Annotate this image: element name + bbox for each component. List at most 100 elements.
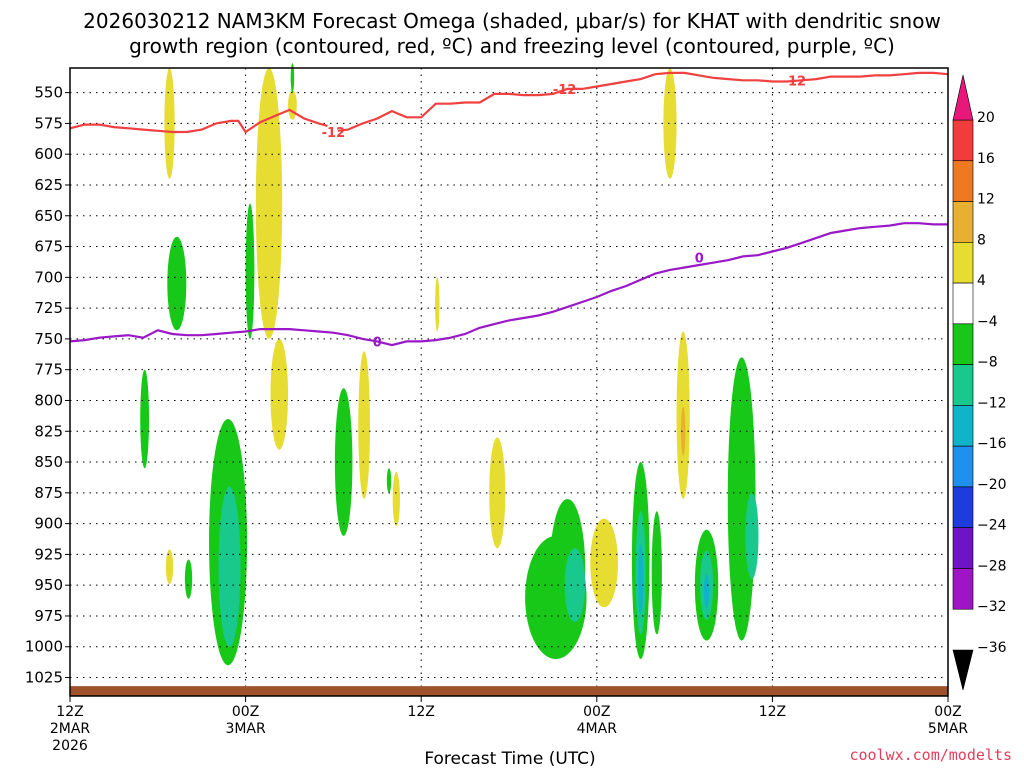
x-tick-label-36-1: 4MAR — [577, 721, 618, 737]
colorbar-tick-2: 12 — [977, 192, 995, 208]
y-tick-label-875: 875 — [34, 484, 63, 502]
y-tick-label-800: 800 — [34, 391, 63, 409]
y-tick-label-775: 775 — [34, 361, 63, 379]
y-tick-label-675: 675 — [34, 238, 63, 256]
y-tick-label-700: 700 — [34, 268, 63, 286]
colorbar-cap-top — [952, 74, 974, 121]
omega-region-0 — [164, 68, 175, 179]
y-tick-label-600: 600 — [34, 145, 63, 163]
colorbar-tick-5: −4 — [977, 314, 998, 330]
colorbar-tick-0: 20 — [977, 110, 995, 126]
contour-0-label-2: -12 — [783, 74, 807, 89]
contour-1-label-0: 0 — [373, 335, 382, 350]
colorbar-cap-bottom — [952, 649, 974, 691]
colorbar-tick-10: −24 — [977, 518, 1007, 534]
x-tick-label-60-0: 00Z — [934, 704, 961, 720]
plot-area: -12 -12 -12 0 0 — [69, 63, 949, 697]
y-tick-label-825: 825 — [34, 422, 63, 440]
contour-0-segment-1 — [337, 71, 949, 132]
y-tick-label-850: 850 — [34, 453, 63, 471]
colorbar-bin-10 — [952, 486, 974, 528]
x-tick-label-12-0: 00Z — [232, 704, 259, 720]
colorbar-tick-12: −32 — [977, 599, 1007, 615]
y-tick-label-575: 575 — [34, 114, 63, 132]
omega-region-27 — [218, 486, 241, 647]
y-tick-label-975: 975 — [34, 607, 63, 625]
omega-region-14 — [167, 236, 187, 331]
x-tick-label-36-0: 00Z — [583, 704, 610, 720]
ground-layer — [70, 686, 948, 696]
x-tick-label-24-0: 12Z — [407, 704, 434, 720]
plot-background — [70, 68, 948, 696]
omega-region-6 — [435, 277, 440, 332]
colorbar-bin-9 — [952, 445, 974, 488]
x-axis-label: Forecast Time (UTC) — [424, 749, 595, 768]
colorbar-tick-6: −8 — [977, 355, 998, 371]
omega-region-12 — [680, 406, 686, 456]
colorbar-bin-7 — [952, 364, 974, 406]
colorbar-tick-3: 8 — [977, 232, 986, 248]
y-axis-pressure: 550 575 600 625 650 675 700 725 750 775 800 825 850 8… — [25, 84, 70, 687]
omega-region-33 — [703, 574, 710, 609]
omega-region-11 — [165, 549, 174, 584]
colorbar-bin-4 — [952, 242, 974, 284]
x-tick-label-0-1: 2MAR — [50, 721, 91, 737]
plot-frame — [69, 67, 949, 697]
y-tick-label-1000: 1000 — [25, 638, 63, 656]
x-tick-label-60-1: 5MAR — [928, 721, 969, 737]
chart-title-line-2: growth region (contoured, red, ºC) and f… — [129, 34, 895, 58]
chart-title-line-1: 2026030212 NAM3KM Forecast Omega (shaded… — [83, 9, 941, 33]
omega-region-15 — [184, 559, 193, 599]
y-tick-label-900: 900 — [34, 515, 63, 533]
colorbar-bin-8 — [952, 405, 974, 447]
colorbar-tick-11: −28 — [977, 558, 1007, 574]
omega-region-20 — [386, 468, 392, 493]
omega-region-5 — [392, 471, 400, 527]
colorbar-bin-5 — [952, 282, 974, 325]
x-tick-label-48-0: 12Z — [759, 704, 786, 720]
omega-region-13 — [140, 369, 150, 469]
colorbar-bin-3 — [952, 201, 974, 243]
colorbar-bin-1 — [952, 119, 974, 162]
omega-region-4 — [358, 351, 370, 499]
colorbar-tick-1: 16 — [977, 151, 995, 167]
colorbar-bin-6 — [952, 323, 974, 365]
grid-lines — [70, 68, 948, 696]
y-tick-label-925: 925 — [34, 545, 63, 563]
y-tick-label-950: 950 — [34, 576, 63, 594]
contour-0-segment-0 — [69, 108, 328, 134]
contour-1-label-1: 0 — [695, 252, 704, 267]
colorbar-tick-7: −12 — [977, 395, 1007, 411]
colorbar-tick-4: 4 — [977, 273, 986, 289]
omega-region-1 — [255, 68, 283, 339]
y-tick-label-725: 725 — [34, 299, 63, 317]
omega-region-18 — [290, 63, 295, 93]
y-tick-label-1025: 1025 — [25, 669, 63, 687]
credit-text: coolwx.com/modelts — [849, 746, 1012, 764]
y-tick-label-750: 750 — [34, 330, 63, 348]
omega-region-8 — [590, 518, 619, 608]
omega-region-24 — [651, 511, 662, 635]
omega-region-9 — [663, 68, 677, 179]
x-tick-label-0-2: 2026 — [52, 738, 88, 754]
colorbar-bin-11 — [952, 527, 974, 569]
omega-region-32 — [638, 544, 644, 614]
y-tick-label-650: 650 — [34, 207, 63, 225]
contour-0-label-0: -12 — [322, 126, 346, 141]
omega-region-17 — [245, 203, 255, 339]
colorbar-tick-8: −16 — [977, 436, 1007, 452]
omega-region-31 — [745, 492, 759, 580]
colorbar-bin-12 — [952, 568, 974, 610]
x-tick-label-12-1: 3MAR — [225, 721, 266, 737]
contour-1-segment-0 — [69, 222, 948, 347]
omega-region-2 — [270, 338, 289, 450]
y-tick-label-550: 550 — [34, 84, 63, 102]
contour-0-label-1: -12 — [553, 83, 577, 98]
omega-region-28 — [564, 548, 586, 623]
colorbar: 20 16 12 8 4 −4 −8 −12 −16 −20 −24 −28 −32 −36 — [952, 74, 1007, 691]
colorbar-tick-13: −36 — [977, 640, 1007, 656]
colorbar-tick-9: −20 — [977, 477, 1007, 493]
omega-region-3 — [288, 90, 297, 120]
